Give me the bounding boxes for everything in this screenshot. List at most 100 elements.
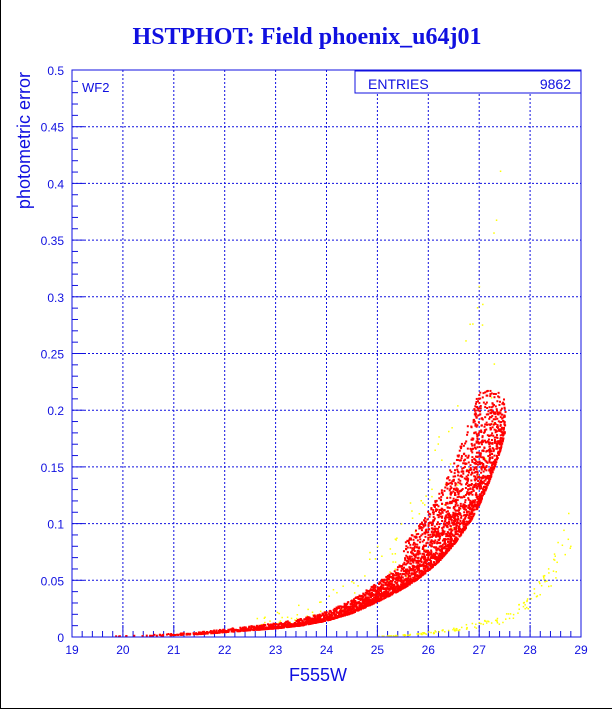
data-point-red: [145, 634, 148, 637]
data-point-red: [402, 579, 405, 582]
data-point-red: [423, 549, 426, 552]
data-point-red: [488, 445, 491, 448]
data-point-red: [354, 599, 357, 602]
data-point-red: [397, 575, 400, 578]
data-point-red: [476, 461, 479, 464]
data-point-red: [303, 621, 306, 624]
data-point-red: [432, 557, 435, 560]
data-point-red: [465, 524, 468, 527]
data-point-red: [460, 515, 463, 518]
data-point-red: [409, 537, 412, 540]
data-point-red: [477, 497, 480, 500]
data-point-red: [463, 465, 466, 468]
data-point-red: [444, 518, 447, 521]
x-tick-label: 19: [65, 643, 79, 657]
data-point-red: [460, 442, 463, 445]
data-point-red: [446, 547, 449, 550]
data-point-red: [435, 508, 438, 511]
data-point-red: [279, 625, 282, 628]
data-point-red: [362, 602, 365, 605]
data-point-red: [388, 588, 391, 591]
data-point-red: [382, 597, 385, 600]
data-point-red: [489, 389, 492, 392]
data-point-red: [454, 541, 457, 544]
data-point-red: [400, 569, 403, 572]
data-point-red: [471, 460, 474, 463]
data-point-red: [318, 613, 321, 616]
data-point-red: [450, 470, 453, 473]
data-point-red: [454, 515, 457, 518]
data-point-red: [438, 497, 441, 500]
data-point-red: [335, 609, 338, 612]
data-point-red: [436, 547, 439, 550]
data-point-red: [430, 557, 433, 560]
data-point-red: [492, 449, 495, 452]
data-point-red: [305, 621, 308, 624]
data-point-red: [484, 441, 487, 444]
data-point-red: [454, 503, 457, 506]
data-point-red: [254, 628, 257, 631]
data-point-red: [490, 434, 493, 437]
data-point-red: [457, 455, 460, 458]
data-point-red: [466, 433, 469, 436]
data-point-yellow: [518, 604, 520, 606]
data-point-red: [378, 587, 381, 590]
data-point-red: [442, 522, 445, 525]
data-point-red: [453, 517, 456, 520]
data-point-red: [225, 631, 228, 634]
data-point-red: [299, 618, 302, 621]
data-point-red: [416, 560, 419, 563]
data-point-red: [453, 508, 456, 511]
data-point-red: [466, 510, 469, 513]
data-point-red: [475, 451, 478, 454]
data-point-red: [458, 459, 461, 462]
data-point-yellow: [543, 576, 545, 579]
data-point-yellow: [396, 537, 398, 539]
data-point-red: [271, 625, 274, 628]
data-point-red: [439, 559, 442, 562]
data-point-red: [337, 606, 340, 609]
data-point-yellow: [550, 585, 552, 587]
data-point-red: [463, 496, 466, 499]
data-point-red: [481, 441, 484, 444]
data-point-red: [485, 394, 488, 397]
data-point-red: [430, 549, 433, 552]
plot-annotation: WF2: [82, 80, 109, 95]
data-point-red: [478, 446, 481, 449]
data-point-yellow: [441, 629, 444, 632]
data-point-red: [492, 411, 495, 414]
data-point-red: [448, 528, 451, 531]
data-point-red: [453, 462, 456, 465]
data-point-red: [443, 517, 446, 520]
data-point-red: [456, 491, 459, 494]
data-point-red: [358, 594, 361, 597]
data-point-red: [473, 468, 476, 471]
data-point-yellow: [290, 617, 293, 620]
data-point-red: [488, 435, 491, 438]
data-point-red: [385, 578, 388, 581]
data-point-red: [427, 536, 430, 539]
data-point-yellow: [369, 551, 371, 554]
data-point-red: [475, 478, 478, 481]
data-point-red: [500, 407, 503, 410]
data-point-red: [445, 501, 448, 504]
data-point-red: [297, 622, 300, 625]
data-point-red: [490, 469, 493, 472]
data-point-red: [425, 563, 428, 566]
data-point-red: [416, 577, 419, 580]
data-point-red: [469, 518, 472, 521]
data-point-red: [455, 522, 458, 525]
data-point-red: [474, 482, 477, 485]
x-tick-label: 21: [167, 643, 181, 657]
y-tick-label: 0.1: [47, 518, 64, 532]
data-point-red: [256, 627, 259, 630]
data-point-red: [295, 622, 298, 625]
data-point-red: [496, 443, 499, 446]
data-point-red: [430, 508, 433, 511]
data-point-red: [202, 632, 205, 635]
data-point-red: [439, 512, 442, 515]
data-point-red: [441, 519, 444, 522]
data-point-red: [473, 478, 476, 481]
data-point-red: [381, 598, 384, 601]
data-point-red: [374, 593, 377, 596]
